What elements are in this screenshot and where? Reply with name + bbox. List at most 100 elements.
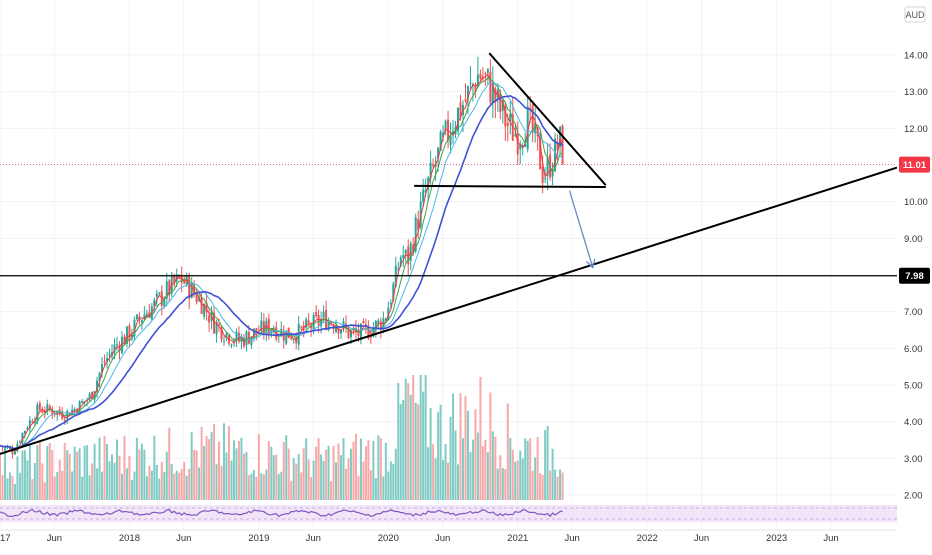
volume-bar	[330, 481, 333, 500]
currency-badge-label: AUD	[905, 10, 925, 20]
volume-bar	[424, 375, 427, 500]
volume-bar	[429, 408, 432, 500]
volume-bar	[78, 448, 81, 500]
candle-body	[160, 291, 163, 306]
candle-body	[188, 276, 191, 299]
volume-bar	[252, 469, 255, 500]
volume-bar	[307, 459, 310, 500]
volume-bar	[469, 451, 472, 500]
candle-body	[449, 135, 452, 146]
price-tick-label: 14.00	[904, 51, 928, 62]
volume-bar	[66, 450, 69, 500]
volume-bar	[3, 447, 6, 500]
volume-bar	[260, 473, 263, 500]
volume-bar	[459, 393, 462, 500]
volume-bar	[305, 438, 308, 500]
volume-bar	[48, 443, 51, 500]
volume-bar	[531, 470, 534, 500]
candle-body	[290, 337, 293, 340]
volume-bar	[18, 472, 21, 500]
volume-bar	[444, 444, 447, 500]
candle-body	[404, 250, 407, 254]
volume-bar	[559, 469, 562, 500]
price-tick-label: 2.00	[904, 491, 923, 502]
candle-body	[128, 325, 131, 341]
candle-body	[38, 403, 41, 410]
volume-bar	[101, 471, 104, 500]
candle-body	[96, 380, 99, 392]
volume-bar	[123, 435, 126, 500]
volume-bar	[340, 455, 343, 500]
volume-bar	[140, 443, 143, 500]
volume-bar	[143, 449, 146, 500]
volume-bar	[73, 446, 76, 500]
candle-body	[6, 447, 9, 449]
volume-bar	[96, 468, 99, 500]
volume-bar	[412, 375, 415, 500]
candle-body	[31, 421, 34, 423]
rsi-band	[0, 505, 897, 522]
moving-averages	[0, 72, 564, 452]
volume-bar	[43, 482, 46, 500]
volume-bar	[449, 416, 452, 500]
candle-body	[23, 430, 26, 434]
volume-bar	[496, 468, 499, 500]
volume-bar	[38, 441, 41, 500]
volume-bar	[108, 461, 111, 500]
time-tick-label: Jun	[47, 533, 62, 544]
volume-bar	[454, 430, 457, 500]
volume-bar	[439, 404, 442, 500]
volume-bar	[554, 469, 557, 500]
volume-bar	[394, 448, 397, 500]
volume-bar	[479, 376, 482, 500]
candle-body	[76, 409, 79, 414]
current-price-tag-box	[899, 156, 930, 173]
candle-body	[526, 106, 529, 150]
volume-bar	[272, 455, 275, 500]
volume-bar	[93, 443, 96, 500]
volume-bar	[255, 476, 258, 500]
volume-bar	[427, 447, 430, 500]
time-axis[interactable]: 2017 Jun 2018 Jun 2019 Jun 2020 Jun 2021 Jun 2022 J…	[0, 533, 839, 544]
volume-bar	[471, 439, 474, 500]
volume-bar	[16, 456, 19, 500]
candle-body	[486, 68, 489, 73]
volume-bar	[257, 433, 260, 500]
candle-body	[330, 322, 333, 325]
volume-bar	[63, 442, 66, 500]
volume-bar	[384, 442, 387, 500]
volume-bar	[21, 450, 24, 500]
volume-bar	[265, 469, 268, 500]
candle-body	[36, 404, 39, 422]
candle-body	[556, 143, 559, 151]
currency-badge[interactable]: AUD	[904, 6, 926, 23]
candle-body	[277, 335, 280, 337]
candle-body	[118, 344, 121, 352]
price-tick-label: 12.00	[904, 124, 928, 135]
volume-bar	[215, 464, 218, 500]
candle-body	[347, 328, 350, 339]
candle-body	[203, 303, 206, 317]
volume-bar	[511, 449, 514, 500]
volume-bar	[83, 445, 86, 500]
volume-bar	[514, 461, 517, 500]
candle-body	[439, 131, 442, 151]
volume-bar	[409, 394, 412, 500]
candle-body	[474, 86, 477, 93]
volume-bar	[183, 462, 186, 500]
volume-bar	[317, 438, 320, 500]
volume-bar	[501, 468, 504, 500]
volume-bar	[33, 462, 36, 500]
candle-body	[501, 100, 504, 111]
moving-average-line	[0, 77, 563, 450]
price-tags: 11.01 7.98	[899, 156, 930, 284]
volume-bar	[6, 478, 9, 500]
time-tick-label: 2023	[766, 533, 787, 544]
volume-bar	[310, 477, 313, 500]
candle-body	[315, 312, 318, 317]
volume-bar	[145, 476, 148, 500]
volume-bar	[195, 450, 198, 500]
time-tick-label: Jun	[306, 533, 321, 544]
candle-body	[260, 320, 263, 331]
